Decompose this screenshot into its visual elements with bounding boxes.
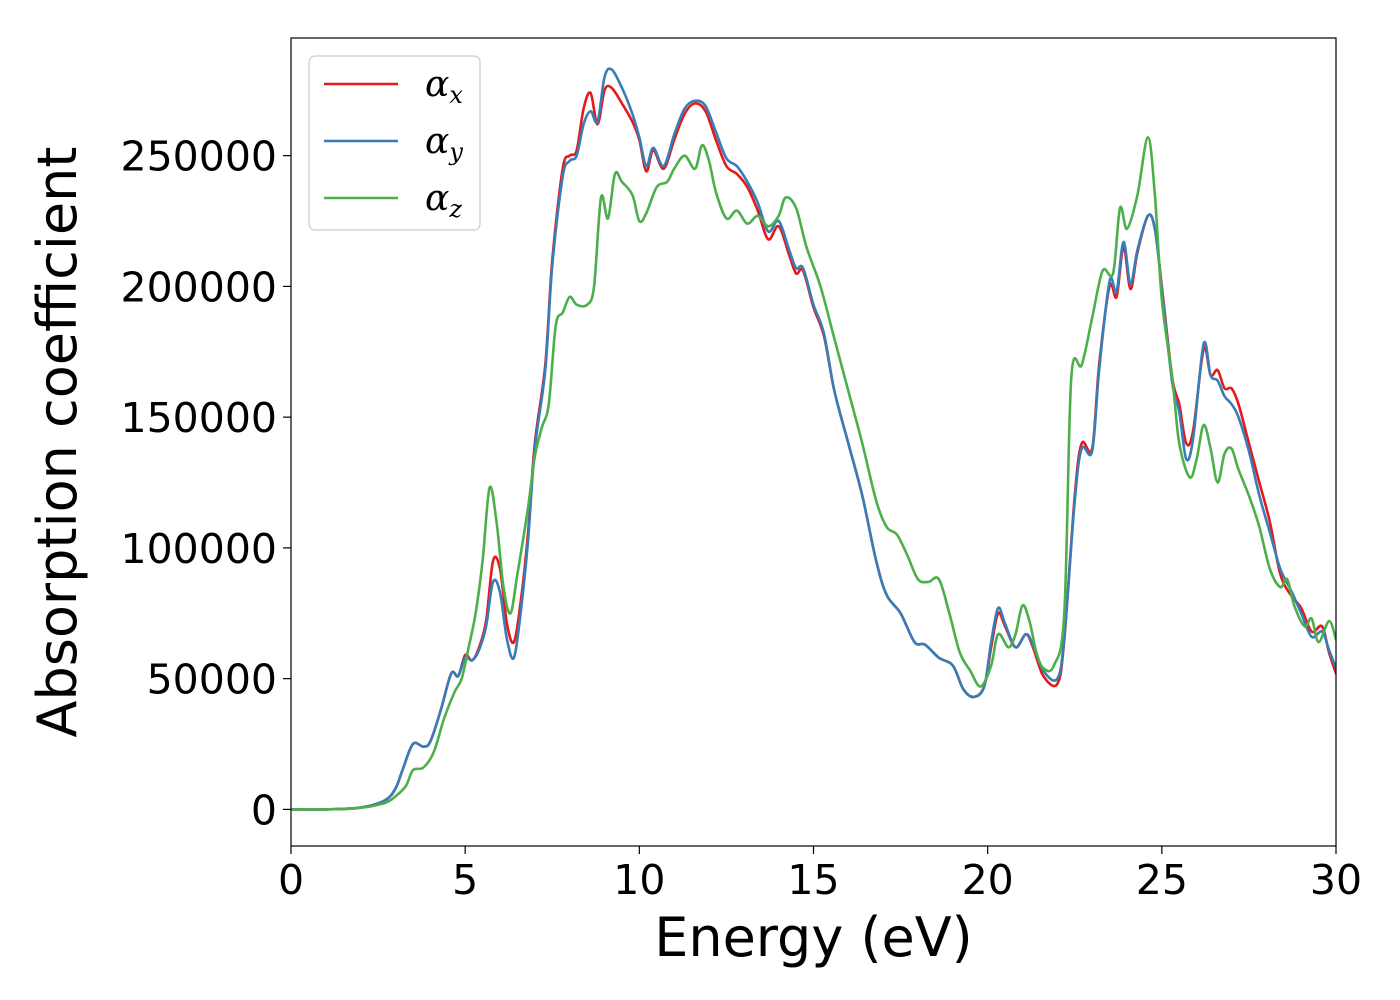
y-tick-label: 250000 <box>120 133 277 181</box>
x-tick-label: 5 <box>452 856 478 904</box>
legend-frame <box>308 55 481 231</box>
legend-label-alpha-y: αy <box>425 121 463 166</box>
x-tick-label: 0 <box>278 856 304 904</box>
y-axis: 0 50000 100000 150000 200000 250000 <box>120 133 291 834</box>
x-tick-label: 10 <box>613 856 665 904</box>
x-tick-label: 15 <box>787 856 839 904</box>
x-tick-label: 25 <box>1136 856 1188 904</box>
x-tick-label: 30 <box>1310 856 1362 904</box>
x-tick-label: 20 <box>962 856 1014 904</box>
legend-label-alpha-z: αz <box>425 178 462 223</box>
series-line-alpha-y <box>291 67 1336 811</box>
x-axis: 0 5 10 15 20 25 30 <box>278 846 1362 904</box>
legend-label-alpha-x: αx <box>425 64 463 109</box>
series-layer <box>291 67 1336 811</box>
y-axis-label: Absorption coefficient <box>26 147 89 738</box>
legend: αx αy αz <box>308 55 481 231</box>
x-axis-label: Energy (eV) <box>654 906 973 969</box>
y-tick-label: 0 <box>251 786 277 834</box>
y-tick-label: 50000 <box>147 656 277 704</box>
y-tick-label: 150000 <box>120 394 277 442</box>
series-line-alpha-z <box>291 136 1336 811</box>
y-tick-label: 200000 <box>120 263 277 311</box>
y-tick-label: 100000 <box>120 525 277 573</box>
